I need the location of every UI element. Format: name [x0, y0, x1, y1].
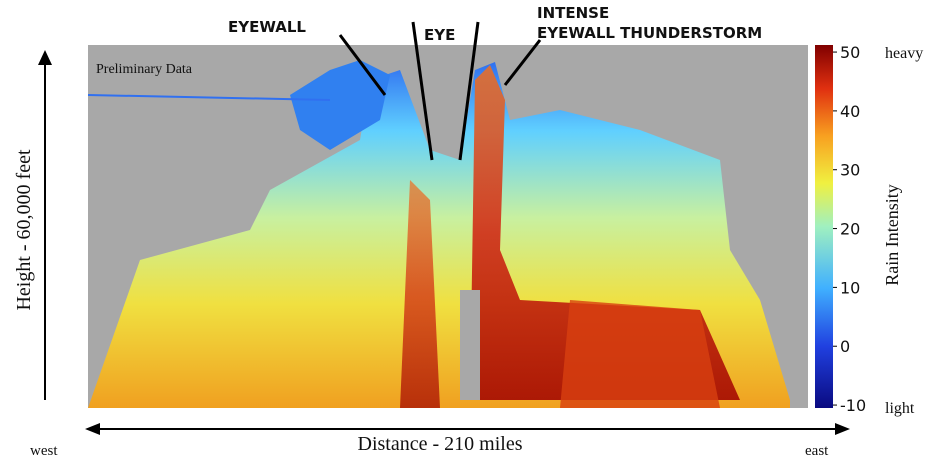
west-label: west [30, 443, 58, 459]
colorbar-title: Rain Intensity [882, 184, 902, 286]
colorbar [815, 45, 833, 408]
colorbar-tick-label: 20 [840, 220, 860, 239]
colorbar-top-label: heavy [885, 45, 923, 62]
figure: EYEWALL EYE INTENSE EYEWALL THUNDERSTORM… [0, 0, 946, 459]
colorbar-bottom-label: light [885, 400, 915, 417]
arrow-head [38, 50, 52, 65]
radar-image [88, 45, 808, 408]
eyewall-label: EYEWALL [228, 18, 306, 36]
colorbar-tick-label: 0 [840, 337, 850, 356]
eye-label: EYE [424, 26, 455, 44]
colorbar-tick-label: 40 [840, 102, 860, 121]
colorbar-tick-label: 10 [840, 278, 860, 297]
colorbar-tick-label: 30 [840, 161, 860, 180]
colorbar-tick-label: 50 [840, 43, 860, 62]
x-axis-label: Distance - 210 miles [358, 433, 523, 455]
preliminary-label: Preliminary Data [96, 62, 193, 77]
thunderstorm-label: EYEWALL THUNDERSTORM [537, 24, 762, 42]
intense-label: INTENSE [537, 4, 609, 22]
y-axis-label: Height - 60,000 feet [13, 149, 35, 311]
colorbar-tick-label: -10 [840, 396, 866, 415]
east-label: east [805, 443, 829, 459]
